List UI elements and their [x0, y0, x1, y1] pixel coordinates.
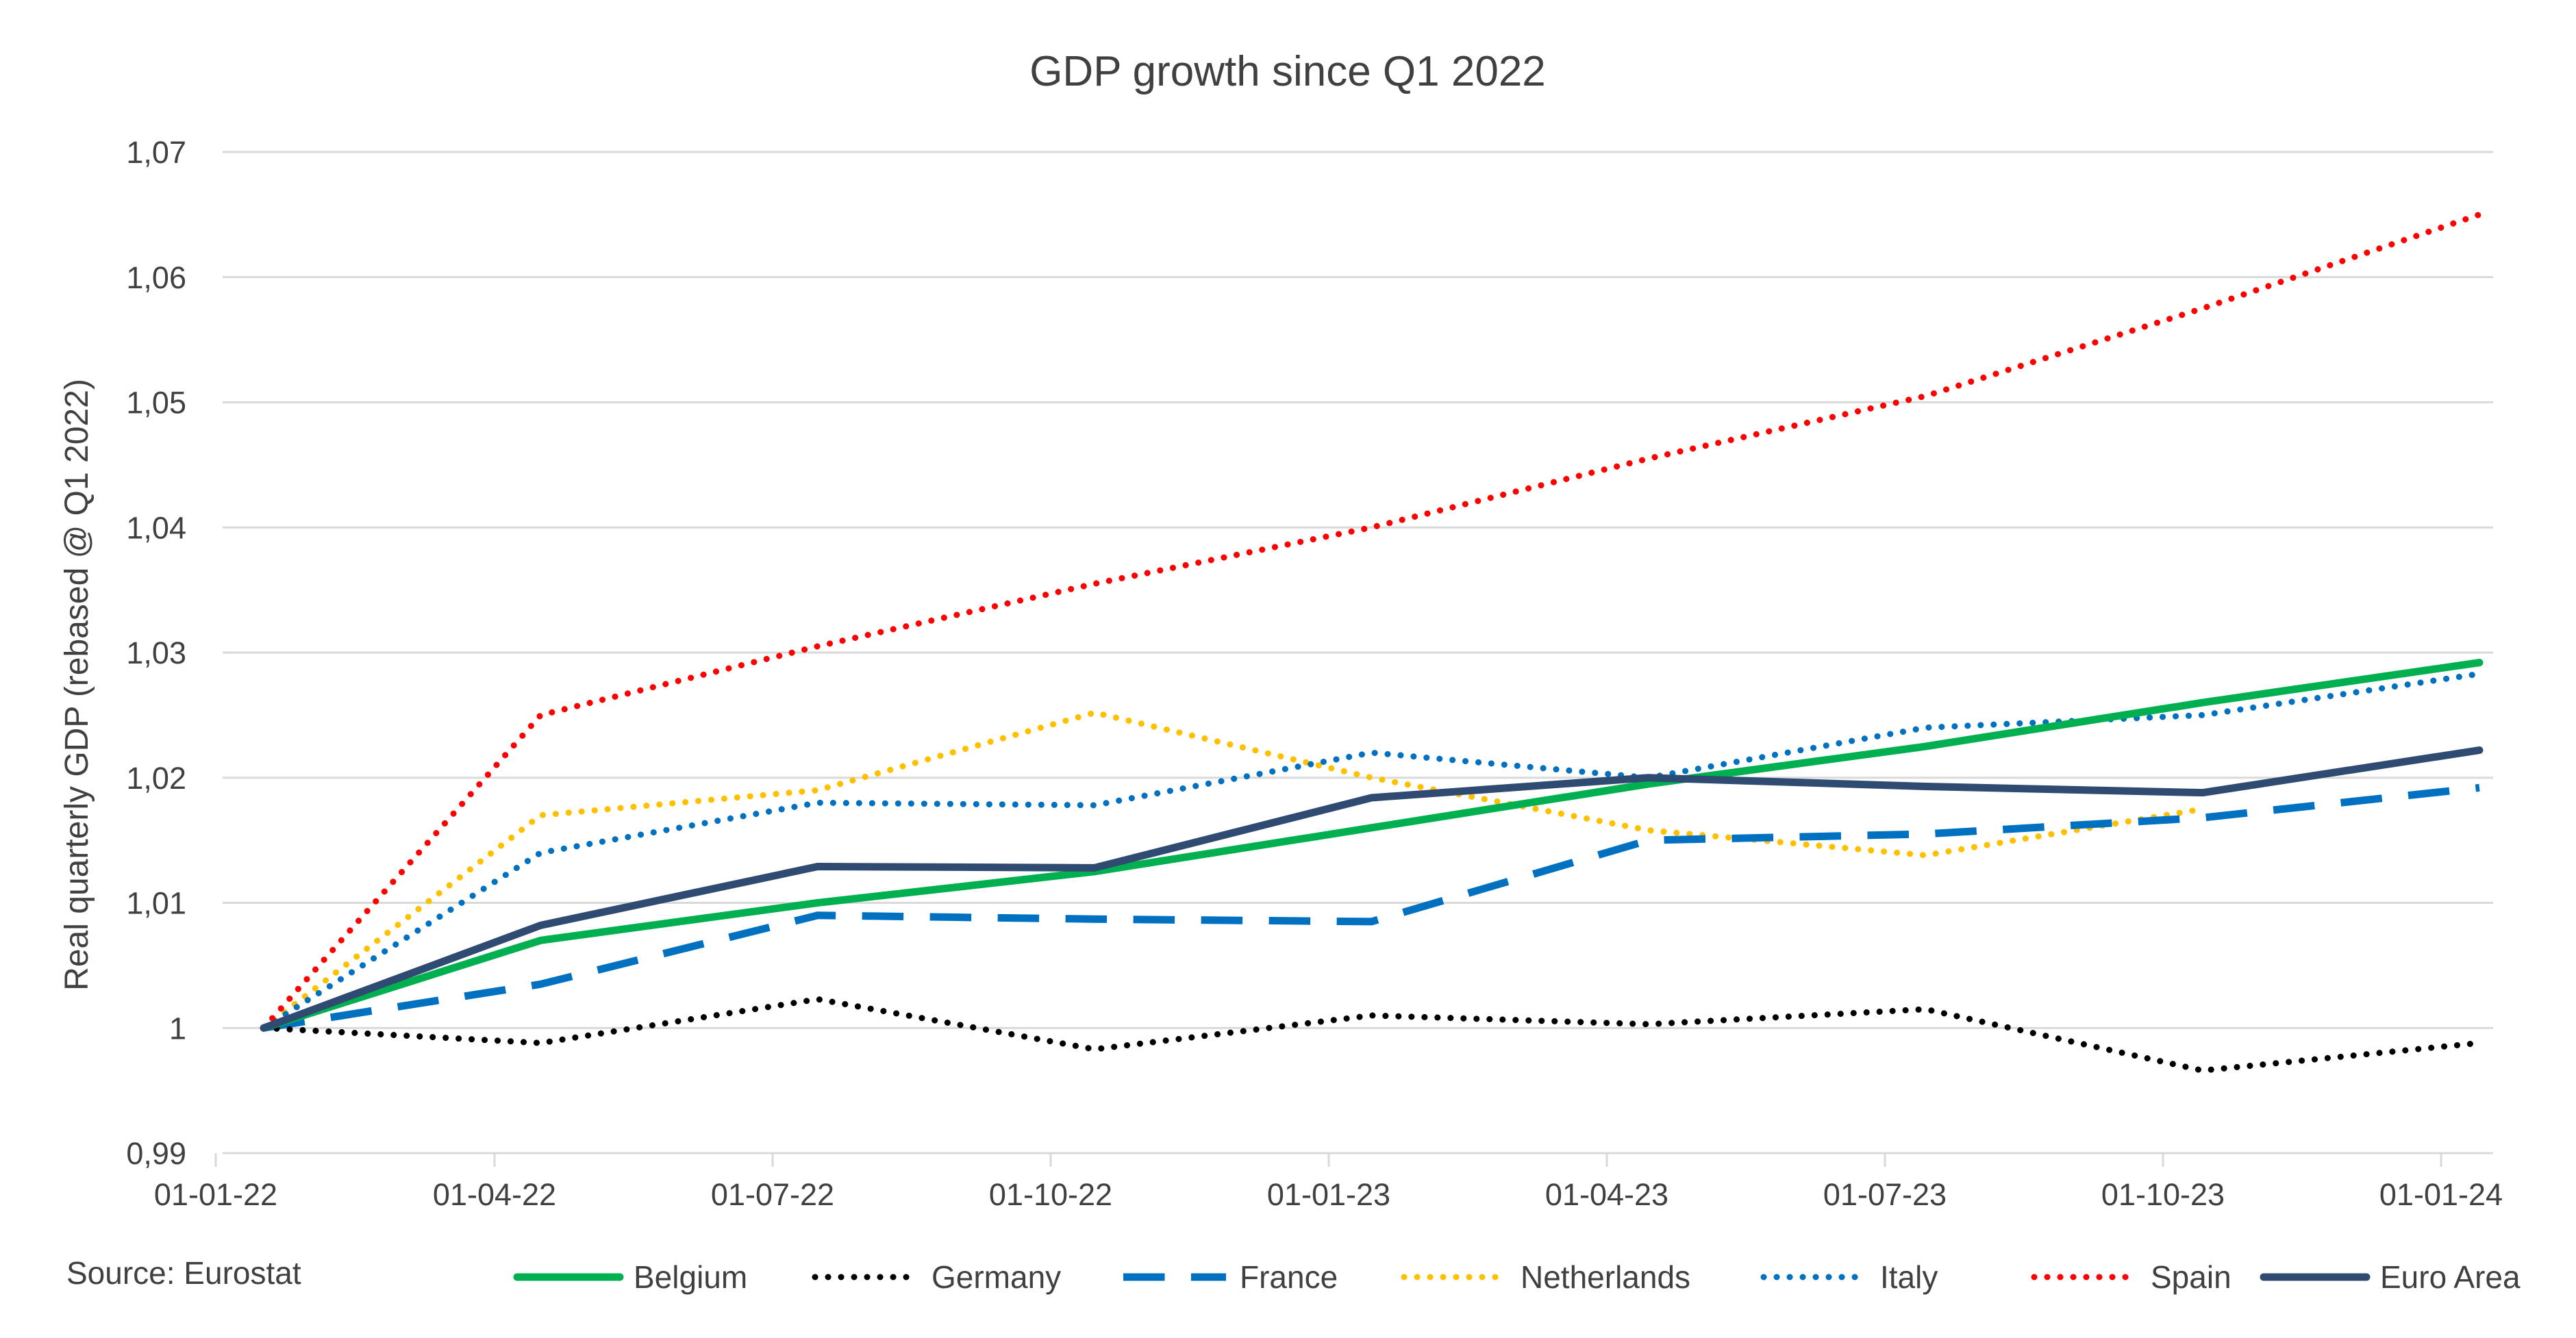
x-tick-label: 01-04-23	[1545, 1177, 1668, 1212]
y-axis-title: Real quarterly GDP (rebased @ Q1 2022)	[59, 379, 95, 991]
y-tick-label: 1,04	[126, 510, 186, 545]
x-tick-label: 01-01-24	[2379, 1177, 2503, 1212]
series-line-euro-area	[260, 746, 2484, 1032]
chart-title: GDP growth since Q1 2022	[1029, 48, 1546, 95]
y-tick-label: 1,03	[126, 635, 186, 670]
y-tick-label: 1,05	[126, 386, 186, 420]
series-line-spain	[260, 211, 2483, 1031]
legend-label-euro-area: Euro Area	[2380, 1259, 2521, 1295]
legend-label-germany: Germany	[931, 1259, 1061, 1295]
series-line-france	[263, 783, 2480, 1032]
y-tick-label: 1,01	[126, 886, 186, 921]
legend: Belgium Germany France Netherlands Italy Spai…	[513, 1259, 2521, 1295]
x-tick-label: 01-01-22	[154, 1177, 277, 1212]
legend-label-italy: Italy	[1880, 1259, 1938, 1295]
data-series	[260, 211, 2484, 1074]
x-tick-label: 01-10-22	[989, 1177, 1112, 1212]
series-line-belgium	[260, 659, 2484, 1032]
y-tick-label: 1,07	[126, 135, 186, 170]
y-tick-label: 1	[169, 1011, 186, 1046]
x-tick-label: 01-10-23	[2101, 1177, 2225, 1212]
legend-label-spain: Spain	[2151, 1259, 2231, 1295]
legend-label-france: France	[1240, 1259, 1338, 1295]
legend-label-belgium: Belgium	[634, 1259, 747, 1295]
y-tick-label: 0,99	[126, 1136, 186, 1171]
y-tick-label: 1,06	[126, 260, 186, 295]
legend-label-netherlands: Netherlands	[1521, 1259, 1690, 1295]
gridlines	[214, 151, 2493, 1167]
x-tick-label: 01-01-23	[1267, 1177, 1390, 1212]
x-tick-label: 01-07-23	[1823, 1177, 1947, 1212]
x-tick-label: 01-04-22	[433, 1177, 556, 1212]
y-tick-label: 1,02	[126, 761, 186, 796]
axis-tick-labels: 0,99 1 1,01 1,02 1,03 1,04 1,05 1,06 1,07 01-01-2…	[126, 135, 2503, 1212]
x-tick-label: 01-07-22	[711, 1177, 834, 1212]
source-note: Source: Eurostat	[66, 1255, 301, 1291]
series-line-germany	[260, 996, 2483, 1074]
